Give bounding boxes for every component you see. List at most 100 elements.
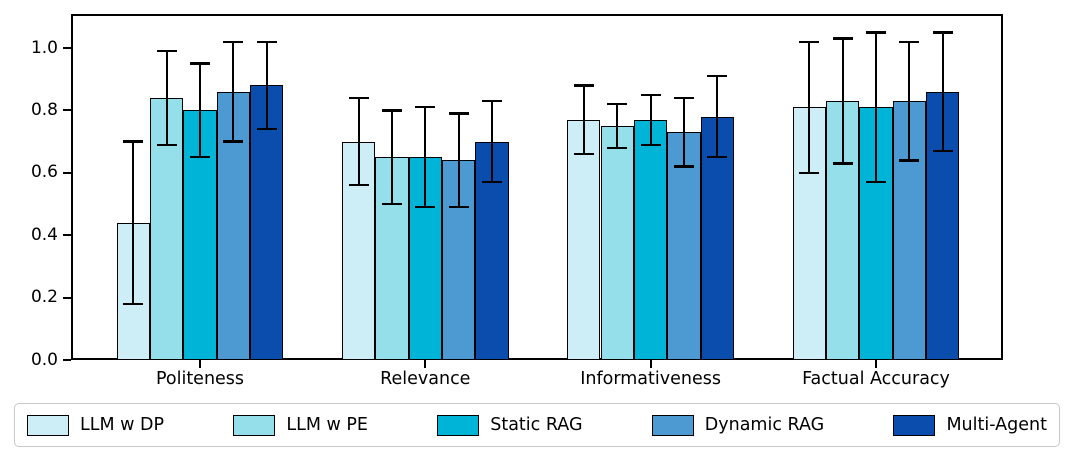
error-bar-cap-bottom xyxy=(899,159,920,162)
legend-label: Static RAG xyxy=(490,415,583,435)
x-tick-label: Factual Accuracy xyxy=(802,369,950,389)
error-bar-cap-top xyxy=(932,31,953,34)
error-bar-cap-top xyxy=(448,112,469,115)
bar xyxy=(667,132,701,360)
legend-label: Multi-Agent xyxy=(946,415,1047,435)
y-tick-label: 0.0 xyxy=(30,349,58,370)
legend-label: LLM w PE xyxy=(286,415,368,435)
error-bar-line xyxy=(808,41,811,173)
error-bar-cap-bottom xyxy=(640,143,661,146)
error-bar-cap-bottom xyxy=(674,165,694,168)
error-bar-line xyxy=(875,32,877,183)
legend-swatch xyxy=(893,414,936,436)
error-bar-cap-bottom xyxy=(866,180,886,184)
x-tick-mark xyxy=(875,360,877,368)
legend-entry: Multi-Agent xyxy=(893,414,1047,436)
error-bar-cap-top xyxy=(348,96,369,100)
y-tick-label: 0.2 xyxy=(30,287,58,308)
bar xyxy=(600,126,634,360)
error-bar-line xyxy=(457,113,460,208)
error-bar-cap-top xyxy=(607,102,628,106)
x-tick-label: Relevance xyxy=(380,369,471,389)
error-bar-cap-top xyxy=(707,74,728,78)
legend-entry: Dynamic RAG xyxy=(651,414,825,436)
error-bar-cap-bottom xyxy=(448,205,469,209)
bar xyxy=(792,107,826,360)
error-bar-line xyxy=(232,41,235,142)
legend-entry: LLM w PE xyxy=(233,414,368,436)
error-bar-cap-bottom xyxy=(607,146,628,150)
error-bar-line xyxy=(199,63,201,158)
error-bar-cap-bottom xyxy=(156,143,177,146)
error-bar-line xyxy=(357,97,360,186)
legend-swatch xyxy=(651,414,694,436)
error-bar-line xyxy=(165,51,168,145)
error-bar-cap-top xyxy=(899,40,920,43)
error-bar-line xyxy=(841,38,844,164)
legend-entry: LLM w DP xyxy=(27,414,164,436)
bar xyxy=(567,119,601,360)
error-bar-cap-bottom xyxy=(932,149,953,153)
y-tick-label: 0.6 xyxy=(30,162,58,183)
error-bar-line xyxy=(265,41,268,130)
error-bar-cap-bottom xyxy=(415,205,436,209)
error-bar-cap-top xyxy=(190,62,210,65)
error-bar-cap-bottom xyxy=(381,202,402,206)
x-tick-label: Politeness xyxy=(155,369,245,389)
y-tick-label: 1.0 xyxy=(30,37,58,58)
bar xyxy=(216,91,251,360)
error-bar-cap-top xyxy=(573,84,594,87)
error-bar-line xyxy=(683,97,685,167)
error-bar-line xyxy=(649,94,652,145)
error-bar-cap-bottom xyxy=(482,180,503,184)
bar xyxy=(250,85,284,360)
error-bar-cap-top xyxy=(482,99,503,103)
y-tick-mark xyxy=(63,109,71,112)
error-bar-line xyxy=(491,101,494,183)
x-tick-mark xyxy=(199,360,201,368)
y-tick-mark xyxy=(63,234,71,237)
error-bar-cap-top xyxy=(674,96,694,100)
error-bar-cap-bottom xyxy=(832,162,853,165)
y-tick-mark xyxy=(63,47,71,49)
error-bar-cap-top xyxy=(415,106,436,109)
error-bar-cap-bottom xyxy=(190,156,210,159)
error-bar-cap-top xyxy=(156,49,177,53)
x-tick-mark xyxy=(424,360,427,368)
error-bar-line xyxy=(908,41,911,161)
y-tick-label: 0.4 xyxy=(30,224,58,245)
error-bar-cap-bottom xyxy=(123,302,144,306)
error-bar-line xyxy=(582,85,585,155)
y-tick-mark xyxy=(63,359,71,361)
legend-swatch xyxy=(437,414,480,436)
error-bar-line xyxy=(390,110,393,204)
error-bar-line xyxy=(716,76,719,158)
x-tick-label: Informativeness xyxy=(580,369,721,389)
error-bar-cap-bottom xyxy=(573,152,594,156)
legend-entry: Static RAG xyxy=(437,414,583,436)
error-bar-line xyxy=(616,104,619,148)
error-bar-cap-bottom xyxy=(707,156,728,159)
y-tick-mark xyxy=(63,171,71,174)
error-bar-cap-top xyxy=(832,37,853,40)
y-tick-label: 0.8 xyxy=(30,99,58,120)
error-bar-cap-top xyxy=(256,40,277,43)
legend-label: Dynamic RAG xyxy=(704,415,825,435)
error-bar-cap-bottom xyxy=(348,184,369,187)
error-bar-cap-top xyxy=(123,140,144,143)
error-bar-cap-top xyxy=(381,109,402,112)
y-tick-mark xyxy=(63,296,71,299)
error-bar-line xyxy=(424,107,427,208)
error-bar-cap-top xyxy=(640,93,661,96)
legend: LLM w DP LLM w PE Static RAG Dynamic RAG Mul… xyxy=(14,403,1060,447)
error-bar-cap-bottom xyxy=(223,140,244,143)
bar xyxy=(633,119,668,360)
error-bar-line xyxy=(132,141,135,304)
error-bar-line xyxy=(941,32,944,151)
error-bar-cap-bottom xyxy=(256,127,277,131)
x-tick-mark xyxy=(649,360,652,368)
error-bar-cap-bottom xyxy=(799,171,820,174)
error-bar-cap-top xyxy=(799,40,820,43)
error-bar-cap-top xyxy=(866,31,886,34)
